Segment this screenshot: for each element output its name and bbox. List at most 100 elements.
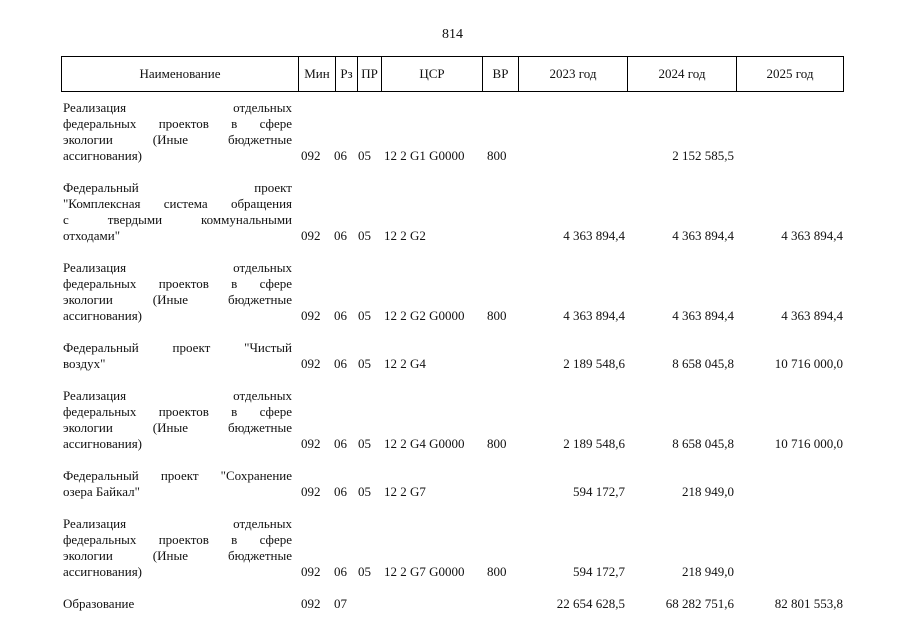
row-min: 092 xyxy=(301,436,321,451)
row-name-line: экологии (Иные бюджетные xyxy=(63,548,292,563)
row-min: 092 xyxy=(301,356,321,371)
header-min: Мин xyxy=(298,57,335,91)
row-csr: 12 2 G4 G0000 xyxy=(384,436,465,451)
row-rz: 06 xyxy=(334,436,347,451)
row-name-line: с твердыми коммунальными xyxy=(63,212,292,227)
row-name-line: Образование xyxy=(63,596,135,611)
row-2024: 8 658 045,8 xyxy=(672,436,734,451)
row-rz: 06 xyxy=(334,228,347,243)
row-csr: 12 2 G1 G0000 xyxy=(384,148,465,163)
row-pr: 05 xyxy=(358,148,371,163)
row-min: 092 xyxy=(301,596,321,611)
row-name-line: ассигнования) xyxy=(63,564,143,579)
row-name: Реализация отдельных федеральных проектов… xyxy=(63,516,292,580)
row-2025: 4 363 894,4 xyxy=(781,228,843,243)
row-name: Федеральный проект "Комплексная система о… xyxy=(63,180,292,244)
row-pr: 05 xyxy=(358,356,371,371)
row-name-line: воздух" xyxy=(63,356,106,371)
table-row: Федеральный проект "Чистый воздух" 092 06 05… xyxy=(0,340,905,372)
row-2024: 8 658 045,8 xyxy=(672,356,734,371)
row-csr: 12 2 G2 G0000 xyxy=(384,308,465,323)
row-pr: 05 xyxy=(358,564,371,579)
table-row: Реализация отдельных федеральных проектов… xyxy=(0,516,905,580)
row-vr: 800 xyxy=(487,148,507,163)
row-name: Образование xyxy=(63,596,292,612)
row-name-line: федеральных проектов в сфере xyxy=(63,404,292,419)
page-number: 814 xyxy=(442,27,463,42)
row-name-line: "Комплексная система обращения xyxy=(63,196,292,211)
header-pr: ПР xyxy=(357,57,381,91)
row-name-line: Федеральный проект "Сохранение xyxy=(63,468,292,483)
row-name-line: Реализация отдельных xyxy=(63,516,292,531)
row-csr: 12 2 G7 xyxy=(384,484,426,499)
row-name-line: федеральных проектов в сфере xyxy=(63,276,292,291)
row-name-line: отходами" xyxy=(63,228,121,243)
row-name-line: Федеральный проект "Чистый xyxy=(63,340,292,355)
row-min: 092 xyxy=(301,148,321,163)
row-2023: 4 363 894,4 xyxy=(563,308,625,323)
header-2023: 2023 год xyxy=(518,57,627,91)
row-name-line: озера Байкал" xyxy=(63,484,140,499)
row-name-line: экологии (Иные бюджетные xyxy=(63,292,292,307)
row-2024: 2 152 585,5 xyxy=(672,148,734,163)
table-body: Реализация отдельных федеральных проектов… xyxy=(0,100,905,612)
row-name-line: Реализация отдельных xyxy=(63,388,292,403)
row-name-line: федеральных проектов в сфере xyxy=(63,116,292,131)
table-row: Реализация отдельных федеральных проектов… xyxy=(0,100,905,164)
row-pr: 05 xyxy=(358,436,371,451)
row-csr: 12 2 G7 G0000 xyxy=(384,564,465,579)
row-rz: 06 xyxy=(334,484,347,499)
header-name: Наименование xyxy=(139,66,221,81)
row-2024: 218 949,0 xyxy=(682,564,734,579)
header-2024: 2024 год xyxy=(627,57,736,91)
header-vr: ВР xyxy=(482,57,518,91)
row-2025: 10 716 000,0 xyxy=(774,436,843,451)
row-rz: 06 xyxy=(334,308,347,323)
row-csr: 12 2 G2 xyxy=(384,228,426,243)
row-2023: 22 654 628,5 xyxy=(556,596,625,611)
row-2025: 10 716 000,0 xyxy=(774,356,843,371)
row-name: Федеральный проект "Чистый воздух" xyxy=(63,340,292,372)
row-name-line: федеральных проектов в сфере xyxy=(63,532,292,547)
row-rz: 06 xyxy=(334,148,347,163)
header-csr: ЦСР xyxy=(381,57,482,91)
row-vr: 800 xyxy=(487,436,507,451)
row-2023: 594 172,7 xyxy=(573,564,625,579)
row-min: 092 xyxy=(301,228,321,243)
row-min: 092 xyxy=(301,308,321,323)
table-row: Реализация отдельных федеральных проектов… xyxy=(0,388,905,452)
row-2023: 594 172,7 xyxy=(573,484,625,499)
row-2024: 4 363 894,4 xyxy=(672,308,734,323)
row-vr: 800 xyxy=(487,308,507,323)
row-rz: 07 xyxy=(334,596,347,611)
row-min: 092 xyxy=(301,484,321,499)
row-name-line: ассигнования) xyxy=(63,308,143,323)
row-csr: 12 2 G4 xyxy=(384,356,426,371)
row-min: 092 xyxy=(301,564,321,579)
row-name-line: экологии (Иные бюджетные xyxy=(63,132,292,147)
row-rz: 06 xyxy=(334,356,347,371)
table-row: Реализация отдельных федеральных проектов… xyxy=(0,260,905,324)
row-name-line: ассигнования) xyxy=(63,436,143,451)
row-rz: 06 xyxy=(334,564,347,579)
row-2025: 82 801 553,8 xyxy=(774,596,843,611)
table-row: Образование 092 07 22 654 628,5 68 282 751,6… xyxy=(0,596,905,612)
row-name-line: Федеральный проект xyxy=(63,180,292,195)
row-name: Реализация отдельных федеральных проектов… xyxy=(63,100,292,164)
header-2025: 2025 год xyxy=(736,57,843,91)
row-pr: 05 xyxy=(358,228,371,243)
row-2024: 68 282 751,6 xyxy=(665,596,734,611)
row-2023: 2 189 548,6 xyxy=(563,436,625,451)
row-name-line: Реализация отдельных xyxy=(63,100,292,115)
row-2023: 2 189 548,6 xyxy=(563,356,625,371)
row-name-line: экологии (Иные бюджетные xyxy=(63,420,292,435)
header-rz: Рз xyxy=(335,57,357,91)
row-2024: 218 949,0 xyxy=(682,484,734,499)
table-row: Федеральный проект "Сохранение озера Байк… xyxy=(0,468,905,500)
table-header: Наименование Мин Рз ПР ЦСР ВР 2023 год 2… xyxy=(61,56,844,92)
table-row: Федеральный проект "Комплексная система о… xyxy=(0,180,905,244)
row-name: Реализация отдельных федеральных проектов… xyxy=(63,260,292,324)
row-name-line: ассигнования) xyxy=(63,148,143,163)
row-vr: 800 xyxy=(487,564,507,579)
row-2024: 4 363 894,4 xyxy=(672,228,734,243)
